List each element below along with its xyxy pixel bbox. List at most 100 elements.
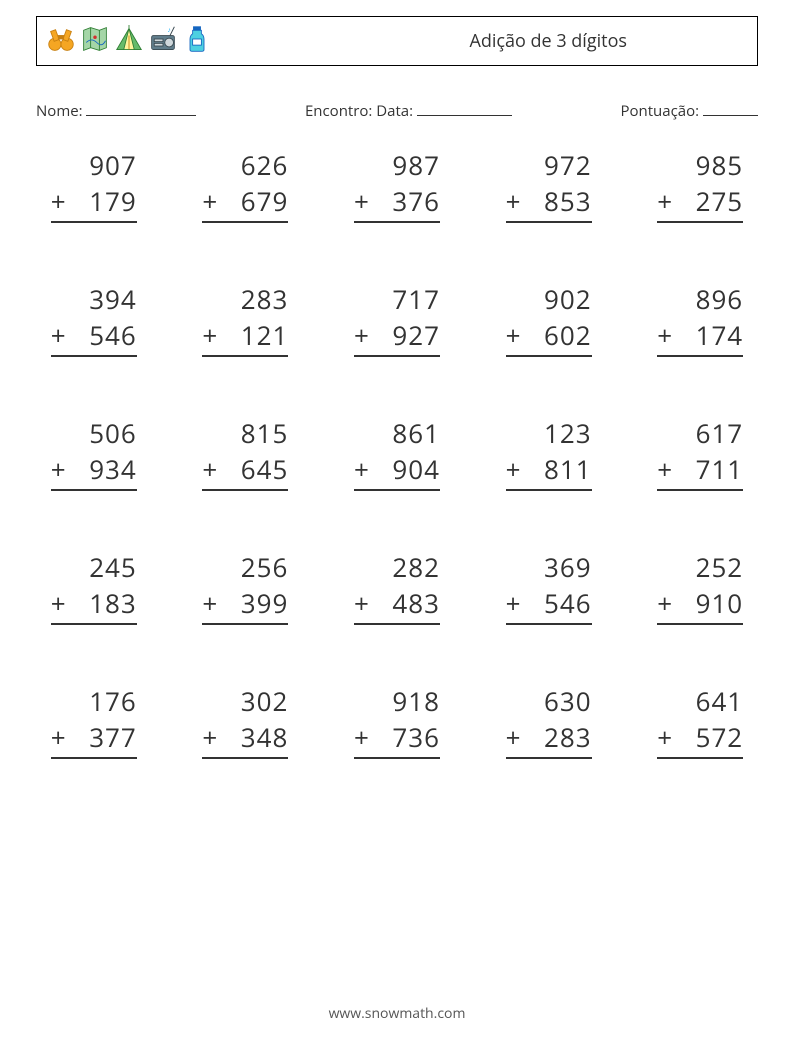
addend-top: 302	[202, 683, 288, 719]
addend-top: 176	[51, 683, 137, 719]
addition-problem: 987+376	[354, 147, 440, 223]
operator: +	[202, 585, 218, 621]
addition-problem: 861+904	[354, 415, 440, 491]
addition-problem: 717+927	[354, 281, 440, 357]
addition-problem: 641+572	[657, 683, 743, 759]
addition-problem: 394+546	[51, 281, 137, 357]
operator: +	[657, 719, 673, 755]
addend-top: 985	[657, 147, 743, 183]
addend-top: 369	[506, 549, 592, 585]
addend-bottom: +679	[202, 183, 288, 223]
addend-bottom: +174	[657, 317, 743, 357]
addition-problem: 626+679	[202, 147, 288, 223]
tent-icon	[115, 25, 143, 58]
addition-problem: 302+348	[202, 683, 288, 759]
addition-problem: 252+910	[657, 549, 743, 625]
operator: +	[51, 451, 67, 487]
addition-problem: 896+174	[657, 281, 743, 357]
header-icon-strip: ♪	[47, 25, 211, 58]
addend-bottom: +376	[354, 183, 440, 223]
date-blank[interactable]	[417, 100, 512, 116]
water-bottle-icon	[183, 25, 211, 58]
svg-text:♪: ♪	[167, 26, 171, 35]
addend-bottom: +275	[657, 183, 743, 223]
addition-problem: 617+711	[657, 415, 743, 491]
addend-top: 506	[51, 415, 137, 451]
addition-problem: 902+602	[506, 281, 592, 357]
addend-bottom: +348	[202, 719, 288, 759]
addend-top: 907	[51, 147, 137, 183]
addend-top: 245	[51, 549, 137, 585]
addend-top: 861	[354, 415, 440, 451]
operator: +	[354, 585, 370, 621]
addend-top: 717	[354, 281, 440, 317]
addend-bottom: +711	[657, 451, 743, 491]
score-blank[interactable]	[703, 100, 758, 116]
operator: +	[354, 183, 370, 219]
meta-row: Nome: Encontro: Data: Pontuação:	[36, 100, 758, 121]
addend-bottom: +546	[51, 317, 137, 357]
addend-bottom: +934	[51, 451, 137, 491]
addition-problem: 907+179	[51, 147, 137, 223]
addend-top: 972	[506, 147, 592, 183]
addend-top: 394	[51, 281, 137, 317]
radio-icon: ♪	[149, 25, 177, 58]
footer-link[interactable]: www.snowmath.com	[0, 1004, 794, 1023]
addend-bottom: +645	[202, 451, 288, 491]
addend-top: 283	[202, 281, 288, 317]
name-field: Nome:	[36, 100, 196, 121]
addition-problem: 985+275	[657, 147, 743, 223]
addend-bottom: +572	[657, 719, 743, 759]
name-label: Nome:	[36, 101, 83, 121]
addition-problem: 630+283	[506, 683, 592, 759]
addend-bottom: +927	[354, 317, 440, 357]
addend-bottom: +602	[506, 317, 592, 357]
encounter-label: Encontro: Data:	[305, 101, 413, 121]
operator: +	[202, 317, 218, 353]
addend-top: 641	[657, 683, 743, 719]
addend-bottom: +121	[202, 317, 288, 357]
operator: +	[354, 317, 370, 353]
operator: +	[506, 317, 522, 353]
addend-bottom: +483	[354, 585, 440, 625]
addition-problem: 918+736	[354, 683, 440, 759]
operator: +	[506, 719, 522, 755]
operator: +	[202, 183, 218, 219]
binoculars-icon	[47, 25, 75, 58]
operator: +	[506, 451, 522, 487]
addend-bottom: +183	[51, 585, 137, 625]
operator: +	[51, 719, 67, 755]
operator: +	[51, 317, 67, 353]
addend-top: 902	[506, 281, 592, 317]
worksheet-header: ♪ Adição de 3 dígitos	[36, 16, 758, 66]
operator: +	[354, 451, 370, 487]
addend-bottom: +910	[657, 585, 743, 625]
addend-top: 282	[354, 549, 440, 585]
addend-top: 896	[657, 281, 743, 317]
addend-top: 918	[354, 683, 440, 719]
addition-problem: 972+853	[506, 147, 592, 223]
addend-top: 617	[657, 415, 743, 451]
addition-problem: 815+645	[202, 415, 288, 491]
addition-problem: 283+121	[202, 281, 288, 357]
addend-top: 815	[202, 415, 288, 451]
addition-problem: 123+811	[506, 415, 592, 491]
addition-problem: 506+934	[51, 415, 137, 491]
operator: +	[657, 451, 673, 487]
addend-bottom: +546	[506, 585, 592, 625]
operator: +	[51, 585, 67, 621]
addend-top: 123	[506, 415, 592, 451]
operator: +	[354, 719, 370, 755]
operator: +	[657, 585, 673, 621]
addend-bottom: +904	[354, 451, 440, 491]
addition-problem: 256+399	[202, 549, 288, 625]
operator: +	[51, 183, 67, 219]
addend-bottom: +283	[506, 719, 592, 759]
name-blank[interactable]	[86, 100, 196, 116]
addition-problem: 369+546	[506, 549, 592, 625]
operator: +	[506, 585, 522, 621]
problem-grid: 907+179626+679987+376972+853985+275394+5…	[36, 147, 758, 759]
addend-bottom: +853	[506, 183, 592, 223]
addend-bottom: +736	[354, 719, 440, 759]
addend-bottom: +179	[51, 183, 137, 223]
